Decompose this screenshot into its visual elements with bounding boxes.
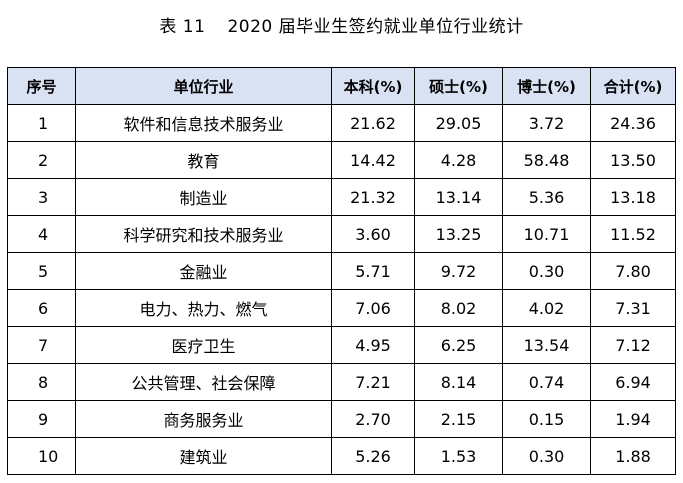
cell-master: 29.05 [414,104,503,142]
cell-total: 7.80 [590,252,676,290]
table-number: 表 11 [159,17,206,37]
cell-master: 13.14 [414,178,503,216]
cell-master: 1.53 [414,437,503,475]
table-row: 6 电力、热力、燃气 7.06 8.02 4.02 7.31 [7,289,676,327]
cell-bachelor: 3.60 [331,215,415,253]
cell-index: 6 [7,289,76,327]
cell-index: 8 [7,363,76,401]
cell-doctor: 5.36 [502,178,591,216]
table-row: 4 科学研究和技术服务业 3.60 13.25 10.71 11.52 [7,215,676,253]
cell-bachelor: 4.95 [331,326,415,364]
cell-industry: 医疗卫生 [75,326,332,364]
cell-industry: 公共管理、社会保障 [75,363,332,401]
cell-industry: 制造业 [75,178,332,216]
header-total: 合计(%) [590,67,676,105]
cell-index: 1 [7,104,76,142]
cell-index: 5 [7,252,76,290]
cell-master: 4.28 [414,141,503,179]
cell-total: 1.94 [590,400,676,438]
table-body: 1 软件和信息技术服务业 21.62 29.05 3.72 24.36 2 教育 14.42 4.… [7,104,676,475]
cell-bachelor: 2.70 [331,400,415,438]
table-row: 10 建筑业 5.26 1.53 0.30 1.88 [7,437,676,475]
table-row: 2 教育 14.42 4.28 58.48 13.50 [7,141,676,179]
cell-index: 7 [7,326,76,364]
cell-industry: 科学研究和技术服务业 [75,215,332,253]
table-header: 序号 单位行业 本科(%) 硕士(%) 博士(%) 合计(%) [7,67,676,105]
cell-master: 13.25 [414,215,503,253]
header-doctor: 博士(%) [502,67,591,105]
cell-doctor: 58.48 [502,141,591,179]
cell-total: 13.50 [590,141,676,179]
cell-bachelor: 5.26 [331,437,415,475]
table-row: 7 医疗卫生 4.95 6.25 13.54 7.12 [7,326,676,364]
cell-total: 6.94 [590,363,676,401]
header-bachelor: 本科(%) [331,67,415,105]
cell-industry: 建筑业 [75,437,332,475]
cell-total: 1.88 [590,437,676,475]
header-master: 硕士(%) [414,67,503,105]
cell-doctor: 3.72 [502,104,591,142]
cell-total: 13.18 [590,178,676,216]
cell-doctor: 0.74 [502,363,591,401]
cell-doctor: 0.30 [502,252,591,290]
cell-industry: 软件和信息技术服务业 [75,104,332,142]
cell-bachelor: 21.32 [331,178,415,216]
cell-total: 7.31 [590,289,676,327]
cell-industry: 电力、热力、燃气 [75,289,332,327]
cell-master: 2.15 [414,400,503,438]
cell-bachelor: 7.06 [331,289,415,327]
cell-total: 7.12 [590,326,676,364]
cell-index: 3 [7,178,76,216]
header-industry: 单位行业 [75,67,332,105]
cell-bachelor: 21.62 [331,104,415,142]
cell-doctor: 4.02 [502,289,591,327]
table-title: 2020 届毕业生签约就业单位行业统计 [227,17,524,37]
cell-bachelor: 7.21 [331,363,415,401]
table-row: 1 软件和信息技术服务业 21.62 29.05 3.72 24.36 [7,104,676,142]
cell-total: 11.52 [590,215,676,253]
cell-doctor: 0.15 [502,400,591,438]
cell-industry: 教育 [75,141,332,179]
cell-industry: 商务服务业 [75,400,332,438]
cell-master: 8.14 [414,363,503,401]
table-row: 8 公共管理、社会保障 7.21 8.14 0.74 6.94 [7,363,676,401]
cell-doctor: 0.30 [502,437,591,475]
cell-master: 6.25 [414,326,503,364]
cell-index: 10 [7,437,76,475]
cell-index: 2 [7,141,76,179]
cell-doctor: 10.71 [502,215,591,253]
cell-bachelor: 5.71 [331,252,415,290]
header-row: 序号 单位行业 本科(%) 硕士(%) 博士(%) 合计(%) [7,67,676,105]
header-index: 序号 [7,67,76,105]
table-row: 3 制造业 21.32 13.14 5.36 13.18 [7,178,676,216]
table-row: 5 金融业 5.71 9.72 0.30 7.80 [7,252,676,290]
cell-master: 9.72 [414,252,503,290]
table-row: 9 商务服务业 2.70 2.15 0.15 1.94 [7,400,676,438]
cell-doctor: 13.54 [502,326,591,364]
cell-index: 4 [7,215,76,253]
cell-industry: 金融业 [75,252,332,290]
cell-master: 8.02 [414,289,503,327]
cell-bachelor: 14.42 [331,141,415,179]
cell-index: 9 [7,400,76,438]
cell-total: 24.36 [590,104,676,142]
industry-stats-table: 序号 单位行业 本科(%) 硕士(%) 博士(%) 合计(%) 1 软件和信息技术… [7,67,676,475]
table-caption: 表 11 2020 届毕业生签约就业单位行业统计 [0,16,683,38]
